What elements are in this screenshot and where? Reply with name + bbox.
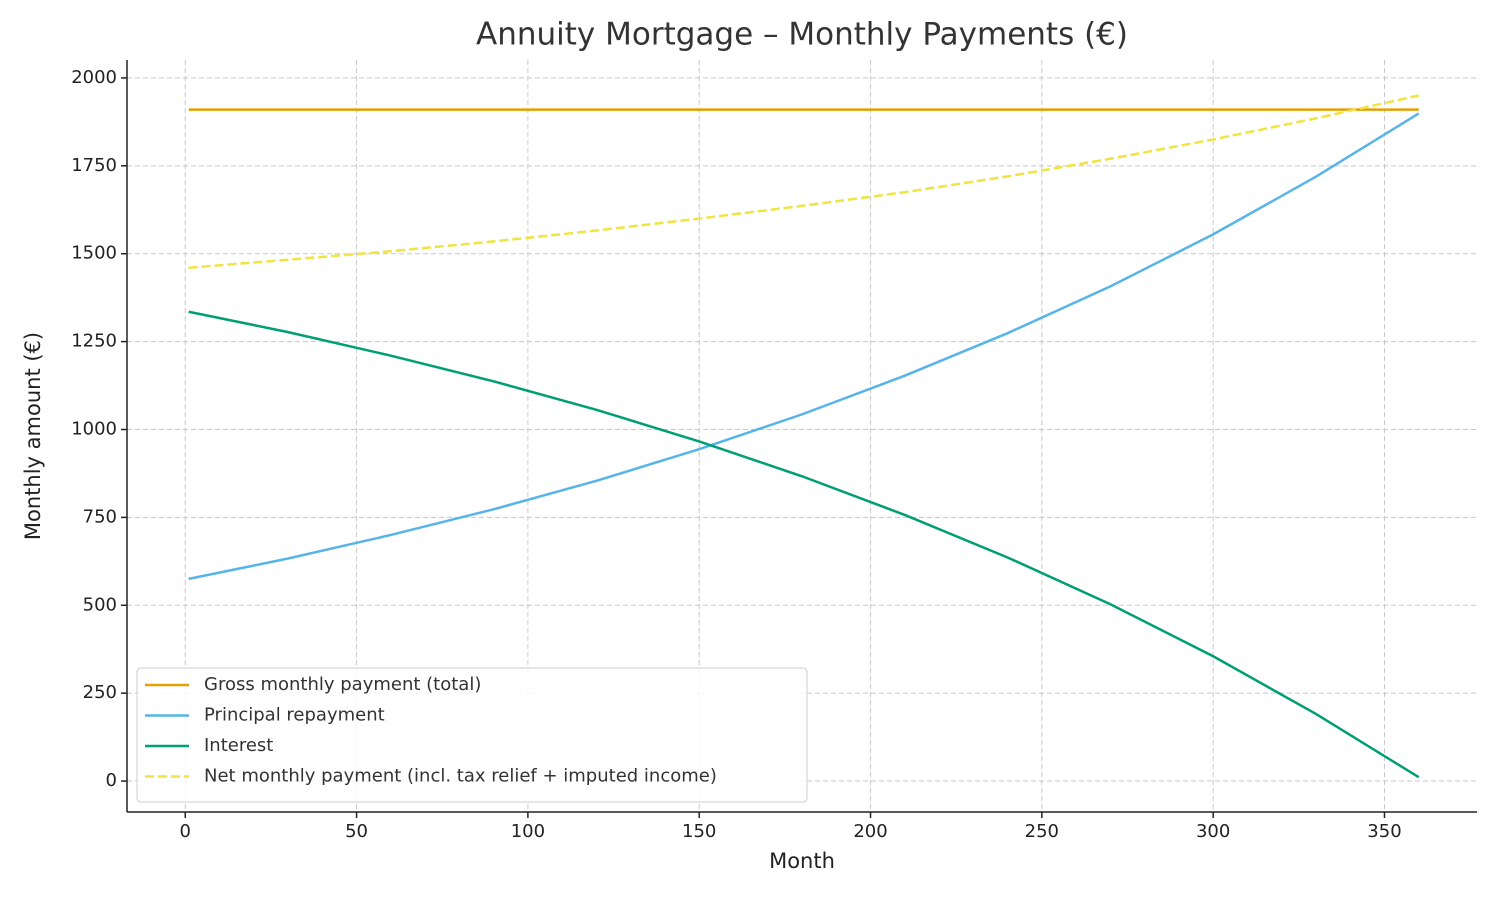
legend-label: Net monthly payment (incl. tax relief + … [204,766,717,787]
y-tick-label: 1750 [71,155,117,176]
legend: Gross monthly payment (total) Principal r… [136,667,808,803]
series-line [188,94,1420,270]
y-tick-label: 1000 [71,418,117,439]
series-line [188,112,1420,581]
legend-label: Gross monthly payment (total) [204,674,481,695]
y-tick-label: 500 [83,594,117,615]
x-tick-label: 300 [1196,821,1230,842]
y-tick-label: 1500 [71,243,117,264]
x-tick-label: 0 [180,821,191,842]
y-tick-label: 0 [106,770,117,791]
y-tick-label: 750 [83,506,117,527]
x-axis-label: Month [769,849,835,873]
x-tick-label: 250 [1025,821,1059,842]
legend-label: Principal repayment [204,705,385,726]
x-tick-label: 100 [511,821,545,842]
legend-box [136,667,808,803]
x-tick-label: 150 [682,821,716,842]
x-tick-label: 200 [853,821,887,842]
legend-label: Interest [204,735,273,756]
series-line [188,310,1420,779]
x-tick-label: 350 [1367,821,1401,842]
y-axis-label: Monthly amount (€) [21,332,45,540]
y-tick-label: 2000 [71,67,117,88]
chart-title: Annuity Mortgage – Monthly Payments (€) [476,17,1128,53]
y-tick-label: 250 [83,682,117,703]
y-tick-label: 1250 [71,331,117,352]
x-tick-label: 50 [345,821,368,842]
